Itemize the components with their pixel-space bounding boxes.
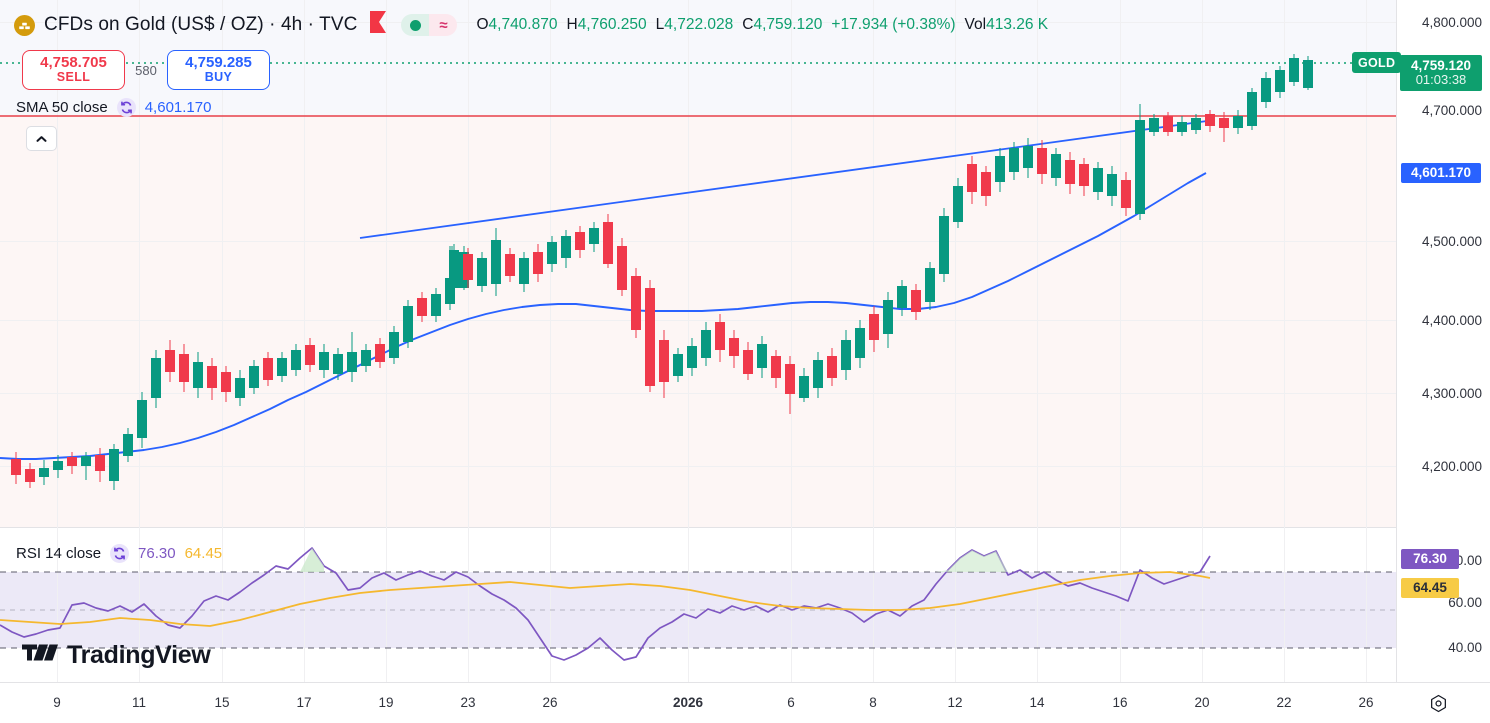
time-tick: 9	[53, 695, 61, 710]
rsi-indicator-legend[interactable]: RSI 14 close 76.30 64.45	[16, 544, 222, 563]
chart-legend-header: CFDs on Gold (US$ / OZ) · 4h · TVC ≈ O4,…	[14, 11, 1048, 39]
sell-label: SELL	[56, 70, 91, 85]
time-tick: 19	[378, 695, 394, 710]
ohlc-open: O4,740.870	[476, 16, 558, 33]
ohlc-low: L4,722.028	[655, 16, 734, 33]
bar-countdown: 01:03:38	[1415, 72, 1467, 88]
buy-label: BUY	[204, 70, 233, 85]
sma-price-badge: 4,601.170	[1401, 163, 1481, 183]
time-tick: 8	[869, 695, 877, 710]
time-tick: 17	[296, 695, 312, 710]
ohlc-high: H4,760.250	[566, 16, 647, 33]
trade-buttons: 4,758.705 SELL 580 4,759.285 BUY	[22, 50, 270, 90]
time-tick: 22	[1276, 695, 1292, 710]
time-tick: 20	[1194, 695, 1210, 710]
sell-price: 4,758.705	[40, 54, 107, 72]
chevron-up-icon	[36, 130, 47, 148]
time-tick: 6	[787, 695, 795, 710]
spread-value: 580	[135, 62, 157, 78]
rsi-ma-value: 64.45	[184, 545, 223, 562]
buy-price: 4,759.285	[185, 54, 252, 72]
price-tick: 4,300.000	[1421, 386, 1482, 401]
symbol-tag-badge: GOLD	[1352, 52, 1402, 73]
rsi-ma-value-badge: 64.45	[1401, 578, 1459, 598]
rsi-title: RSI 14 close	[16, 545, 102, 562]
wave-icon: ≈	[429, 14, 458, 36]
sma-indicator-legend[interactable]: SMA 50 close 4,601.170	[16, 98, 211, 117]
time-tick: 12	[947, 695, 963, 710]
sell-button[interactable]: 4,758.705 SELL	[22, 50, 125, 90]
sma-value: 4,601.170	[144, 99, 212, 116]
price-change: +17.934 (+0.38%)	[831, 16, 956, 33]
last-price-value: 4,759.120	[1410, 57, 1472, 73]
symbol-title[interactable]: CFDs on Gold (US$ / OZ) · 4h · TVC	[44, 14, 358, 35]
volume: Vol413.26 K	[964, 16, 1049, 33]
time-tick: 15	[214, 695, 230, 710]
rsi-band-region	[0, 572, 1396, 648]
refresh-icon[interactable]	[116, 98, 136, 117]
buy-button[interactable]: 4,759.285 BUY	[167, 50, 270, 90]
time-tick-year: 2026	[672, 695, 704, 710]
last-price-badge[interactable]: 4,759.120 01:03:38	[1400, 55, 1482, 91]
price-tick: 4,800.000	[1421, 15, 1482, 30]
price-tick: 4,700.000	[1421, 103, 1482, 118]
collapse-pane-button[interactable]	[26, 126, 57, 151]
flag-icon	[370, 11, 387, 39]
market-open-dot-icon	[401, 14, 430, 36]
price-tick: 4,500.000	[1421, 234, 1482, 249]
tradingview-logo-icon	[22, 641, 58, 670]
market-status-pills[interactable]: ≈	[401, 14, 458, 36]
time-tick: 16	[1112, 695, 1128, 710]
tradingview-watermark: TradingView	[22, 641, 211, 670]
brand-name: TradingView	[67, 641, 211, 669]
sma-title: SMA 50 close	[16, 99, 108, 116]
rsi-value-badge: 76.30	[1401, 549, 1459, 569]
time-tick: 26	[1358, 695, 1374, 710]
time-tick: 26	[542, 695, 558, 710]
price-tick: 4,400.000	[1421, 313, 1482, 328]
refresh-icon[interactable]	[110, 544, 130, 563]
rsi-tick: 60.00	[1448, 595, 1482, 610]
pane-separator	[0, 527, 1396, 528]
gold-bars-icon	[14, 14, 35, 36]
rsi-tick: 40.00	[1448, 640, 1482, 655]
ohlc-values: O4,740.870 H4,760.250 L4,722.028 C4,759.…	[476, 16, 1048, 34]
time-axis[interactable]	[0, 682, 1490, 723]
time-tick: 14	[1029, 695, 1045, 710]
clock-settings-icon[interactable]	[1427, 692, 1449, 714]
time-tick: 11	[131, 695, 147, 710]
ohlc-close: C4,759.120	[742, 16, 823, 33]
rsi-value: 76.30	[138, 545, 176, 562]
price-tick: 4,200.000	[1421, 459, 1482, 474]
time-tick: 23	[460, 695, 476, 710]
